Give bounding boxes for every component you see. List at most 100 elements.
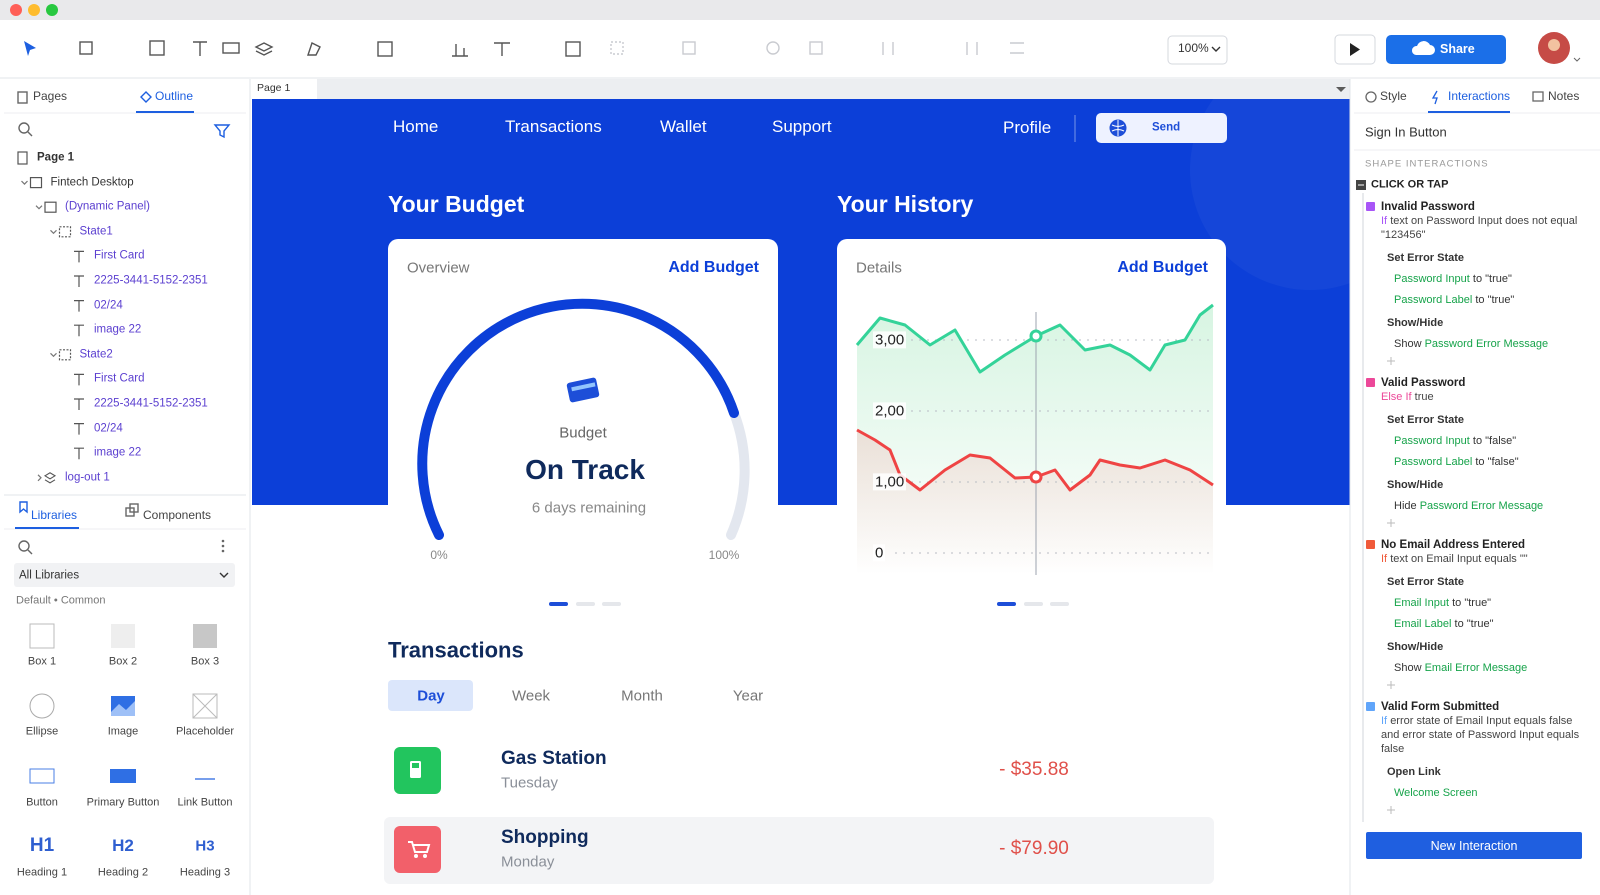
interaction[interactable]: Invalid Password If text on Password Inpu… bbox=[1363, 200, 1591, 365]
nav-link[interactable]: Transactions bbox=[505, 117, 602, 137]
outline-tab[interactable]: Outline bbox=[155, 89, 194, 104]
add-action[interactable] bbox=[1387, 357, 1395, 365]
panel-tab[interactable]: Style bbox=[1380, 89, 1407, 104]
widget-label[interactable]: Heading 3 bbox=[179, 866, 231, 879]
transaction-name: Shopping bbox=[501, 827, 589, 849]
widget-label[interactable]: Box 3 bbox=[190, 655, 220, 668]
widget-label[interactable]: Link Button bbox=[177, 796, 233, 809]
right-panel-part bbox=[1365, 91, 1377, 103]
outline-item[interactable]: First Card bbox=[94, 372, 145, 385]
outline-item[interactable]: 02/24 bbox=[94, 421, 123, 434]
toolbar-part-part bbox=[610, 41, 624, 55]
card-action[interactable]: Add Budget bbox=[1117, 258, 1208, 276]
canvas-part bbox=[571, 382, 596, 392]
gauge-status: On Track bbox=[525, 453, 645, 485]
interaction-marker bbox=[1366, 202, 1375, 211]
outline-item[interactable]: State1 bbox=[79, 225, 113, 238]
widget-label[interactable]: Placeholder bbox=[175, 725, 235, 738]
section-label: SHAPE INTERACTIONS bbox=[1365, 158, 1489, 170]
widget-icon bbox=[29, 768, 55, 784]
canvas-part bbox=[602, 602, 621, 606]
toolbar-part bbox=[1411, 41, 1435, 55]
left-panel-part-part bbox=[140, 91, 152, 103]
nav-link[interactable]: Home bbox=[393, 117, 439, 137]
tree-arrow bbox=[37, 474, 42, 482]
widget-icons bbox=[29, 623, 218, 784]
period-tab[interactable]: Week bbox=[511, 687, 551, 705]
widget-label[interactable]: Heading 2 bbox=[97, 866, 149, 879]
page-tab[interactable]: Page 1 bbox=[257, 81, 291, 94]
interaction[interactable]: No Email Address Entered If text on Email… bbox=[1363, 538, 1591, 689]
outline-icon bbox=[58, 226, 72, 238]
action-item: Welcome Screen bbox=[1394, 786, 1591, 800]
title-bar-part bbox=[10, 4, 22, 16]
library-select[interactable]: All Libraries bbox=[19, 569, 80, 582]
add-action[interactable] bbox=[1387, 806, 1395, 814]
canvas-part bbox=[895, 339, 1215, 554]
outline-item[interactable]: image 22 bbox=[94, 323, 142, 336]
chart-label: 3,00 bbox=[873, 331, 907, 349]
library-path: Default • Common bbox=[16, 594, 106, 607]
title-bar bbox=[0, 0, 1600, 20]
left-panel-part bbox=[219, 572, 229, 578]
add-action[interactable] bbox=[1387, 519, 1395, 527]
widget-label[interactable]: Box 1 bbox=[27, 655, 57, 668]
action-target: Password Error Message bbox=[1424, 338, 1549, 350]
outline-item[interactable]: (Dynamic Panel) bbox=[65, 200, 150, 213]
widget-icon bbox=[110, 769, 136, 783]
interaction[interactable]: Valid Password Else If true Set Error Stat… bbox=[1363, 376, 1591, 527]
outline-item[interactable]: 2225-3441-5152-2351 bbox=[94, 274, 208, 287]
toolbar-part bbox=[1573, 57, 1581, 62]
action-value: to "true" bbox=[1475, 294, 1515, 306]
plus-glyph bbox=[1387, 519, 1395, 527]
interaction-condition: If text on Password Input does not equal… bbox=[1381, 214, 1591, 242]
action-value: to "false" bbox=[1472, 435, 1517, 447]
libraries-tab[interactable]: Libraries bbox=[31, 508, 78, 523]
toolbar-part bbox=[24, 41, 36, 56]
action-target: Password Label bbox=[1394, 294, 1473, 306]
toolbar-part bbox=[1386, 35, 1506, 64]
widget-label[interactable]: Ellipse bbox=[25, 725, 59, 738]
nav-link[interactable]: Wallet bbox=[660, 117, 707, 137]
widget-label[interactable]: Button bbox=[26, 796, 58, 809]
outline-item[interactable]: image 22 bbox=[94, 446, 142, 459]
card-action[interactable]: Add Budget bbox=[668, 258, 759, 276]
share-button[interactable]: Share bbox=[1440, 41, 1475, 56]
new-interaction-button[interactable]: New Interaction bbox=[1430, 838, 1518, 853]
outline-item[interactable]: Page 1 bbox=[37, 151, 75, 164]
condition-text: error state of Email Input equals false … bbox=[1381, 715, 1580, 755]
panel-tab[interactable]: Notes bbox=[1548, 89, 1580, 104]
profile-link[interactable]: Profile bbox=[1003, 118, 1052, 138]
outline-item[interactable]: First Card bbox=[94, 249, 145, 262]
outline-item[interactable]: log-out 1 bbox=[65, 471, 110, 484]
nav-link[interactable]: Support bbox=[772, 117, 832, 137]
period-tab[interactable]: Year bbox=[732, 687, 764, 705]
panel-tab[interactable]: Interactions bbox=[1448, 89, 1511, 104]
widget-label[interactable]: Box 2 bbox=[108, 655, 138, 668]
outline-item[interactable]: 02/24 bbox=[94, 298, 123, 311]
add-action[interactable] bbox=[1387, 681, 1395, 689]
zoom-level[interactable]: 100% bbox=[1178, 41, 1209, 56]
canvas-part bbox=[251, 79, 317, 99]
outline-item[interactable]: Fintech Desktop bbox=[50, 175, 134, 188]
widget-label[interactable]: Heading 1 bbox=[16, 866, 68, 879]
interactions-list: Invalid Password If text on Password Inpu… bbox=[1363, 200, 1591, 825]
glyph bbox=[414, 854, 418, 858]
title-bar-part bbox=[46, 4, 58, 16]
outline-icon bbox=[74, 250, 84, 263]
plus-glyph bbox=[1387, 806, 1395, 814]
components-tab[interactable]: Components bbox=[143, 508, 212, 523]
widget-label[interactable]: Primary Button bbox=[86, 796, 160, 809]
interaction[interactable]: Valid Form Submitted If error state of Em… bbox=[1363, 700, 1591, 814]
pages-tab[interactable]: Pages bbox=[33, 89, 68, 104]
left-panel-part-part bbox=[27, 131, 33, 137]
widget-label[interactable]: Image bbox=[107, 725, 139, 738]
period-tab[interactable]: Month bbox=[621, 687, 663, 705]
period-tab[interactable]: Day bbox=[417, 687, 445, 705]
outline-item[interactable]: State2 bbox=[79, 348, 113, 361]
send-button[interactable]: Send bbox=[1152, 121, 1181, 134]
outline-item[interactable]: 2225-3441-5152-2351 bbox=[94, 397, 208, 410]
left-panel bbox=[0, 79, 251, 895]
transaction-amount: - $79.90 bbox=[999, 838, 1069, 860]
